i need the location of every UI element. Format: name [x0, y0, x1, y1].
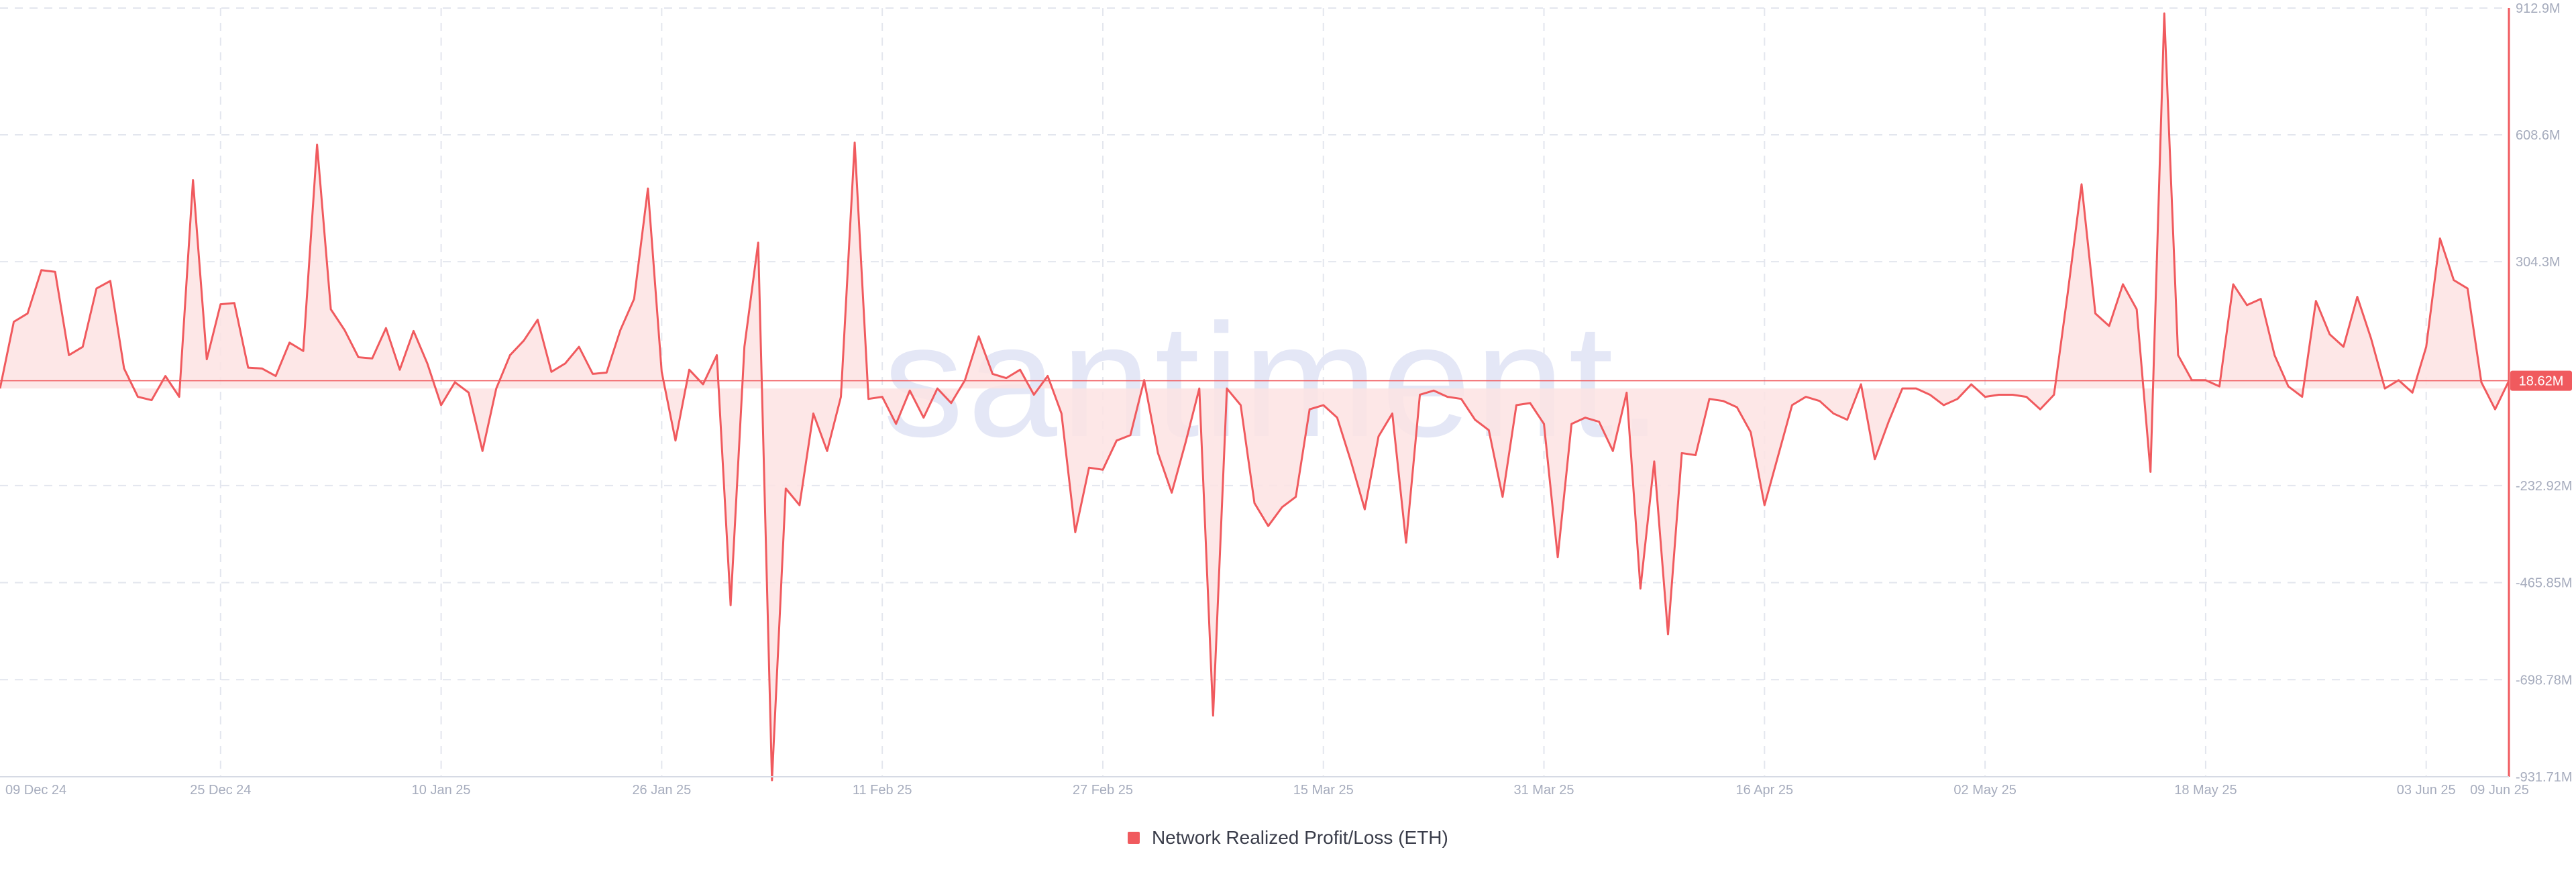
x-tick-label: 26 Jan 25 [632, 783, 691, 798]
y-tick-label: -232.92M [2516, 479, 2573, 494]
x-tick-label: 11 Feb 25 [853, 783, 912, 798]
legend-swatch [1128, 831, 1140, 844]
x-tick-label: 18 May 25 [2174, 783, 2237, 798]
series-area-fill [0, 13, 2509, 781]
y-tick-label: -698.78M [2516, 673, 2573, 688]
series-layer [0, 12, 2510, 781]
current-value-label: 18.62M [2519, 374, 2564, 389]
x-tick-label: 09 Dec 24 [5, 783, 66, 798]
axis-layer: 912.9M 608.6M 304.3M -232.92M -465.85M -698.7… [0, 1, 2573, 798]
x-tick-label: 10 Jan 25 [412, 783, 471, 798]
x-tick-label: 15 Mar 25 [1293, 783, 1354, 798]
x-tick-label: 03 Jun 25 [2397, 783, 2456, 798]
y-tick-label: 608.6M [2516, 128, 2561, 143]
x-tick-label: 27 Feb 25 [1073, 783, 1133, 798]
y-tick-label: 912.9M [2516, 1, 2561, 16]
series-line [0, 12, 2510, 781]
y-tick-label: -465.85M [2516, 576, 2573, 591]
x-tick-label: 31 Mar 25 [1514, 783, 1574, 798]
x-tick-label: 09 Jun 25 [2470, 783, 2529, 798]
legend-label: Network Realized Profit/Loss (ETH) [1151, 827, 1448, 848]
x-tick-label: 02 May 25 [1953, 783, 2016, 798]
legend[interactable]: Network Realized Profit/Loss (ETH) [0, 827, 2576, 849]
y-tick-label: -931.71M [2516, 770, 2573, 785]
y-tick-label: 304.3M [2516, 255, 2561, 270]
x-tick-label: 16 Apr 25 [1736, 783, 1794, 798]
current-value-badge [2510, 370, 2572, 391]
x-tick-label: 25 Dec 24 [190, 783, 251, 798]
